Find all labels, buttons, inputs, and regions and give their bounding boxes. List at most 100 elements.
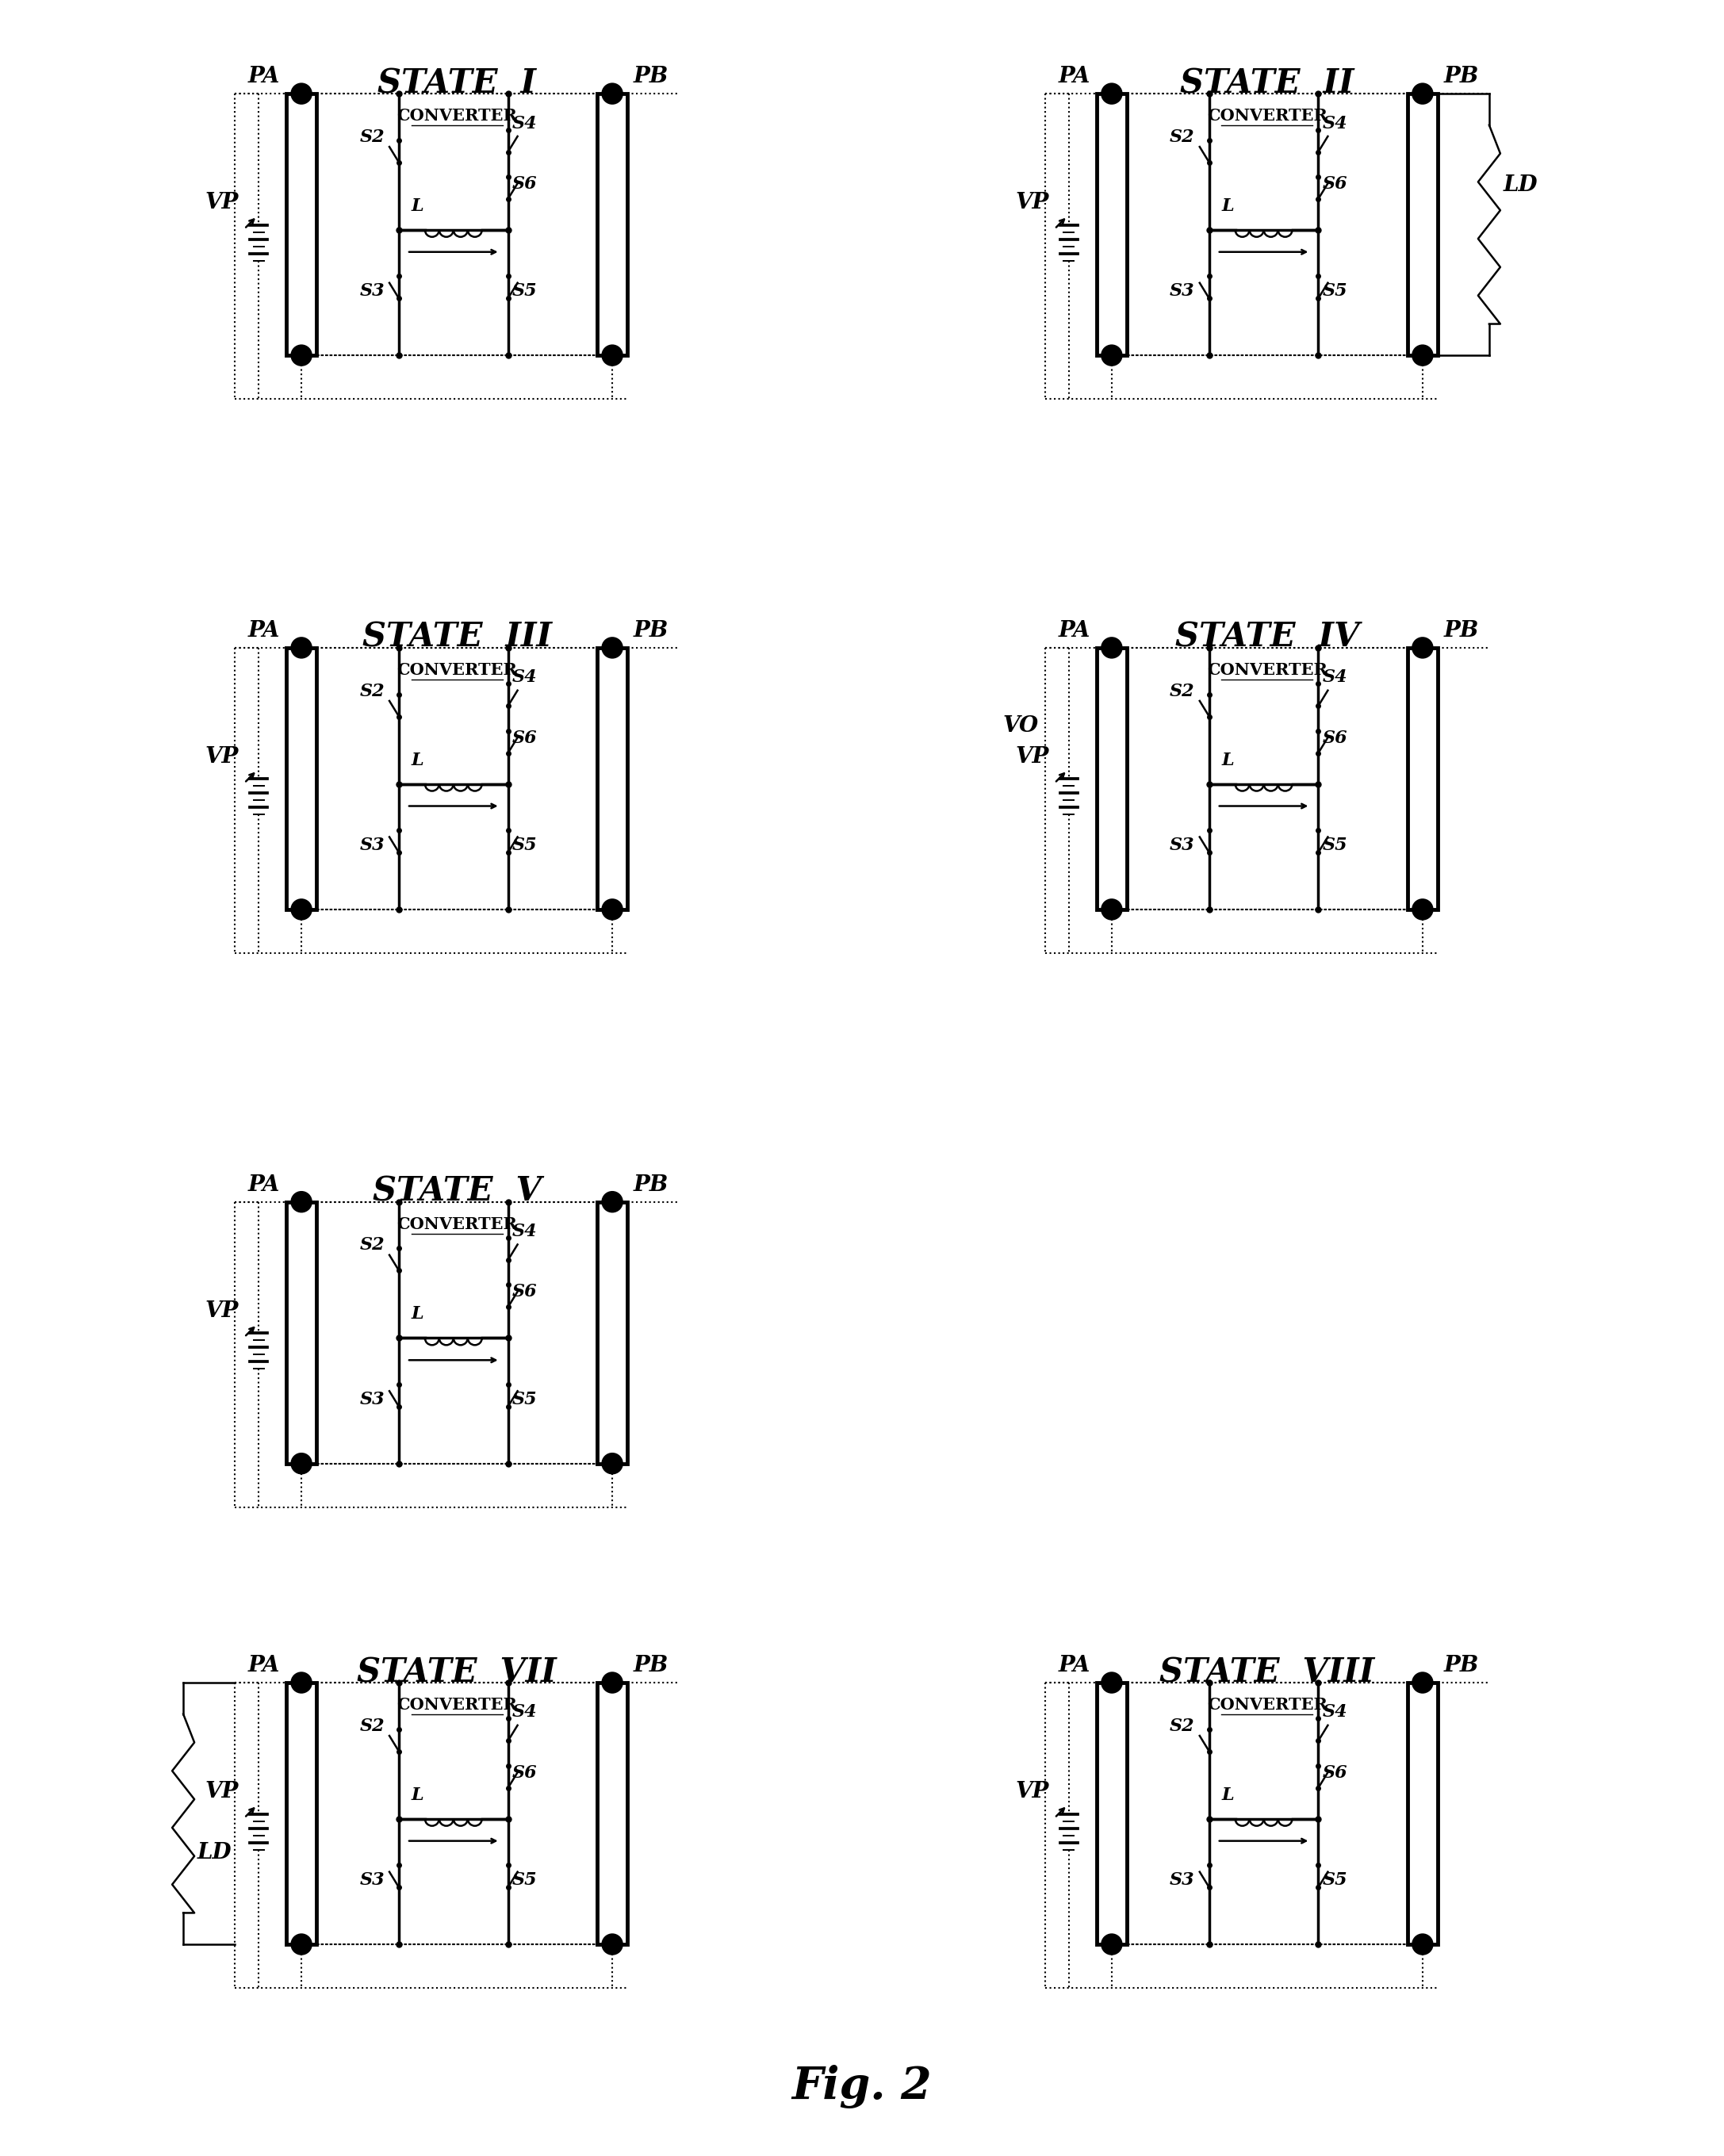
Bar bbox=[1407, 1682, 1438, 1945]
Text: S3: S3 bbox=[360, 1391, 384, 1408]
Text: VP: VP bbox=[205, 746, 240, 768]
Text: VP: VP bbox=[1015, 192, 1050, 213]
Text: VP: VP bbox=[205, 192, 240, 213]
Text: S4: S4 bbox=[512, 1703, 538, 1720]
Text: S6: S6 bbox=[512, 729, 538, 746]
Circle shape bbox=[1414, 1934, 1433, 1953]
Text: S2: S2 bbox=[1171, 681, 1195, 701]
Text: PB: PB bbox=[1445, 1656, 1479, 1677]
Text: STATE  III: STATE III bbox=[362, 621, 552, 653]
Bar bbox=[1096, 93, 1127, 356]
Circle shape bbox=[291, 345, 310, 364]
Text: VO: VO bbox=[1003, 716, 1040, 737]
Bar bbox=[1407, 93, 1438, 356]
Circle shape bbox=[603, 638, 622, 658]
Text: L: L bbox=[412, 1304, 424, 1324]
Text: PA: PA bbox=[1059, 621, 1090, 642]
Text: PA: PA bbox=[1059, 1656, 1090, 1677]
Circle shape bbox=[1102, 345, 1121, 364]
Text: S5: S5 bbox=[512, 837, 538, 854]
Text: STATE  II: STATE II bbox=[1181, 67, 1353, 99]
Text: S5: S5 bbox=[1322, 282, 1348, 300]
Bar bbox=[1096, 1682, 1127, 1945]
Circle shape bbox=[1102, 1934, 1121, 1953]
Text: STATE  IV: STATE IV bbox=[1176, 621, 1359, 653]
Bar bbox=[286, 647, 317, 910]
Text: S4: S4 bbox=[512, 668, 538, 686]
Circle shape bbox=[603, 899, 622, 918]
Circle shape bbox=[603, 1673, 622, 1692]
Text: STATE  VII: STATE VII bbox=[357, 1656, 557, 1688]
Circle shape bbox=[291, 899, 310, 918]
Bar bbox=[286, 1201, 628, 1464]
Text: S6: S6 bbox=[512, 1283, 538, 1300]
Text: PB: PB bbox=[1445, 621, 1479, 642]
Circle shape bbox=[603, 84, 622, 103]
Text: S3: S3 bbox=[1171, 1871, 1195, 1889]
Text: CONVERTER: CONVERTER bbox=[397, 1697, 517, 1712]
Bar bbox=[597, 93, 628, 356]
Bar bbox=[286, 647, 628, 910]
Circle shape bbox=[291, 638, 310, 658]
Circle shape bbox=[1102, 899, 1121, 918]
Text: CONVERTER: CONVERTER bbox=[397, 1216, 517, 1231]
Text: S6: S6 bbox=[512, 175, 538, 192]
Text: S3: S3 bbox=[360, 1871, 384, 1889]
Bar bbox=[1096, 1682, 1438, 1945]
Text: LD: LD bbox=[1503, 175, 1538, 196]
Text: PA: PA bbox=[248, 1656, 279, 1677]
Bar bbox=[597, 1201, 628, 1464]
Text: L: L bbox=[1222, 1785, 1234, 1805]
Circle shape bbox=[1102, 1673, 1121, 1692]
Bar bbox=[286, 1682, 317, 1945]
Text: S5: S5 bbox=[512, 1871, 538, 1889]
Bar bbox=[286, 1201, 317, 1464]
Circle shape bbox=[1414, 84, 1433, 103]
Text: S2: S2 bbox=[1171, 1716, 1195, 1736]
Bar bbox=[286, 1682, 628, 1945]
Bar bbox=[286, 93, 317, 356]
Text: LD: LD bbox=[198, 1841, 233, 1863]
Text: S4: S4 bbox=[1322, 114, 1348, 132]
Text: S3: S3 bbox=[360, 837, 384, 854]
Circle shape bbox=[291, 1673, 310, 1692]
Circle shape bbox=[291, 1934, 310, 1953]
Text: S2: S2 bbox=[360, 1716, 384, 1736]
Text: S4: S4 bbox=[1322, 668, 1348, 686]
Text: CONVERTER: CONVERTER bbox=[1207, 1697, 1327, 1712]
Text: S3: S3 bbox=[1171, 837, 1195, 854]
Text: S6: S6 bbox=[1322, 175, 1348, 192]
Text: L: L bbox=[412, 1785, 424, 1805]
Text: PA: PA bbox=[248, 1175, 279, 1197]
Circle shape bbox=[1102, 638, 1121, 658]
Text: CONVERTER: CONVERTER bbox=[397, 108, 517, 123]
Circle shape bbox=[1414, 899, 1433, 918]
Text: S4: S4 bbox=[1322, 1703, 1348, 1720]
Text: S2: S2 bbox=[1171, 127, 1195, 147]
Text: S5: S5 bbox=[1322, 1871, 1348, 1889]
Circle shape bbox=[291, 1192, 310, 1212]
Text: VP: VP bbox=[205, 1300, 240, 1322]
Bar bbox=[597, 1682, 628, 1945]
Text: PA: PA bbox=[248, 621, 279, 642]
Text: PB: PB bbox=[1445, 67, 1479, 88]
Text: STATE  VIII: STATE VIII bbox=[1160, 1656, 1374, 1688]
Bar bbox=[1096, 93, 1438, 356]
Text: CONVERTER: CONVERTER bbox=[1207, 662, 1327, 677]
Circle shape bbox=[291, 1453, 310, 1473]
Text: S2: S2 bbox=[360, 681, 384, 701]
Circle shape bbox=[603, 1192, 622, 1212]
Text: S2: S2 bbox=[360, 127, 384, 147]
Bar bbox=[286, 93, 628, 356]
Text: S6: S6 bbox=[512, 1764, 538, 1781]
Text: S3: S3 bbox=[1171, 282, 1195, 300]
Text: S3: S3 bbox=[360, 282, 384, 300]
Text: PA: PA bbox=[248, 67, 279, 88]
Circle shape bbox=[1414, 638, 1433, 658]
Text: L: L bbox=[1222, 750, 1234, 770]
Text: PB: PB bbox=[634, 621, 669, 642]
Text: PB: PB bbox=[634, 67, 669, 88]
Text: L: L bbox=[1222, 196, 1234, 216]
Bar bbox=[1407, 647, 1438, 910]
Bar bbox=[1096, 647, 1438, 910]
